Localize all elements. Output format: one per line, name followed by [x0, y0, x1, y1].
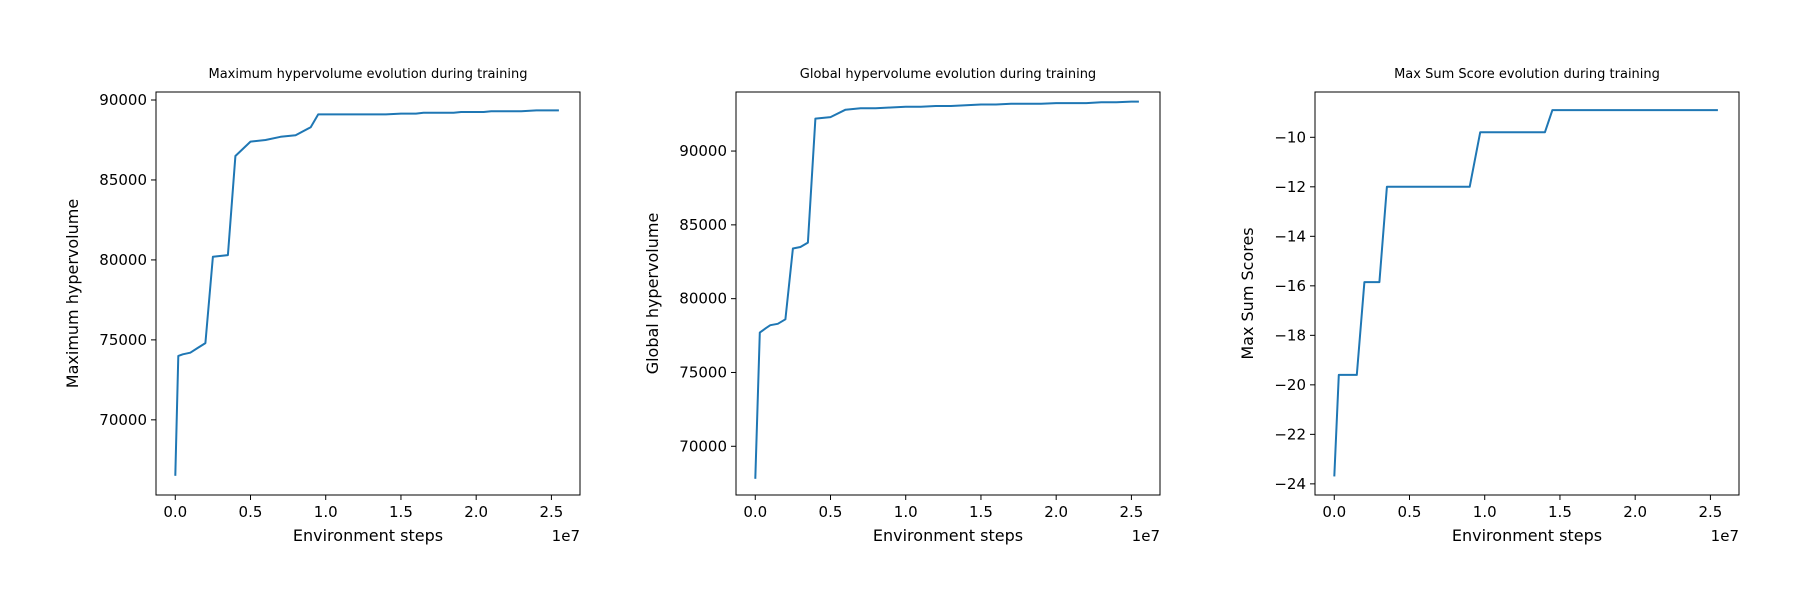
x-tick-label: 0.0 [1322, 503, 1346, 521]
plot-frame [1314, 91, 1740, 496]
x-tick-label: 1.5 [389, 503, 413, 521]
y-tick-label: 90000 [679, 142, 727, 160]
chart-title: Max Sum Score evolution during training [1394, 67, 1660, 82]
y-axis-label: Maximum hypervolume [63, 199, 82, 388]
x-tick-label: 1.0 [894, 503, 918, 521]
x-tick-label: 0.0 [743, 503, 767, 521]
panel-global-hypervolume: Global hypervolume evolution during trai… [643, 67, 1161, 545]
y-tick-label: 75000 [99, 331, 147, 349]
x-offset-label: 1e7 [1132, 527, 1160, 545]
series-line [1333, 109, 1718, 477]
x-tick-label: 0.5 [239, 503, 263, 521]
y-tick-label: 90000 [99, 91, 147, 109]
x-tick-label: 2.0 [1623, 503, 1647, 521]
x-tick-label: 0.0 [163, 503, 187, 521]
x-offset-label: 1e7 [1711, 527, 1739, 545]
y-axis-label: Max Sum Scores [1238, 227, 1257, 359]
x-tick-label: 1.0 [314, 503, 338, 521]
y-tick-label: −14 [1274, 227, 1306, 245]
y-tick-label: −22 [1274, 425, 1306, 443]
x-tick-label: 2.5 [1698, 503, 1722, 521]
plot-frame [155, 91, 581, 496]
x-offset-label: 1e7 [552, 527, 580, 545]
y-tick-label: −24 [1274, 475, 1306, 493]
x-tick-label: 1.0 [1473, 503, 1497, 521]
x-tick-label: 1.5 [1548, 503, 1572, 521]
y-tick-label: 80000 [679, 290, 727, 308]
panel-max-sum-score: Max Sum Score evolution during training 0… [1238, 67, 1740, 545]
x-tick-label: 2.0 [1044, 503, 1068, 521]
y-tick-label: 85000 [679, 216, 727, 234]
x-tick-label: 2.5 [539, 503, 563, 521]
y-tick-label: 85000 [99, 171, 147, 189]
y-tick-label: 75000 [679, 363, 727, 381]
y-tick-label: −12 [1274, 178, 1306, 196]
x-axis-label: Environment steps [1452, 526, 1602, 545]
series-line [174, 109, 559, 476]
panel-max-hypervolume: Maximum hypervolume evolution during tra… [63, 67, 581, 545]
y-tick-label: 70000 [679, 437, 727, 455]
x-tick-label: 1.5 [969, 503, 993, 521]
x-axis-label: Environment steps [293, 526, 443, 545]
y-tick-label: 70000 [99, 411, 147, 429]
y-tick-label: −10 [1274, 128, 1306, 146]
y-tick-label: −18 [1274, 326, 1306, 344]
chart-title: Maximum hypervolume evolution during tra… [209, 67, 528, 82]
series-line [754, 100, 1139, 479]
x-tick-label: 2.5 [1119, 503, 1143, 521]
x-tick-label: 0.5 [819, 503, 843, 521]
y-tick-label: −16 [1274, 277, 1306, 295]
y-tick-label: −20 [1274, 376, 1306, 394]
chart-title: Global hypervolume evolution during trai… [800, 67, 1096, 82]
x-axis-label: Environment steps [873, 526, 1023, 545]
y-tick-label: 80000 [99, 251, 147, 269]
plot-frame [735, 91, 1161, 496]
x-tick-label: 2.0 [464, 503, 488, 521]
x-tick-label: 0.5 [1398, 503, 1422, 521]
y-axis-label: Global hypervolume [643, 213, 662, 375]
